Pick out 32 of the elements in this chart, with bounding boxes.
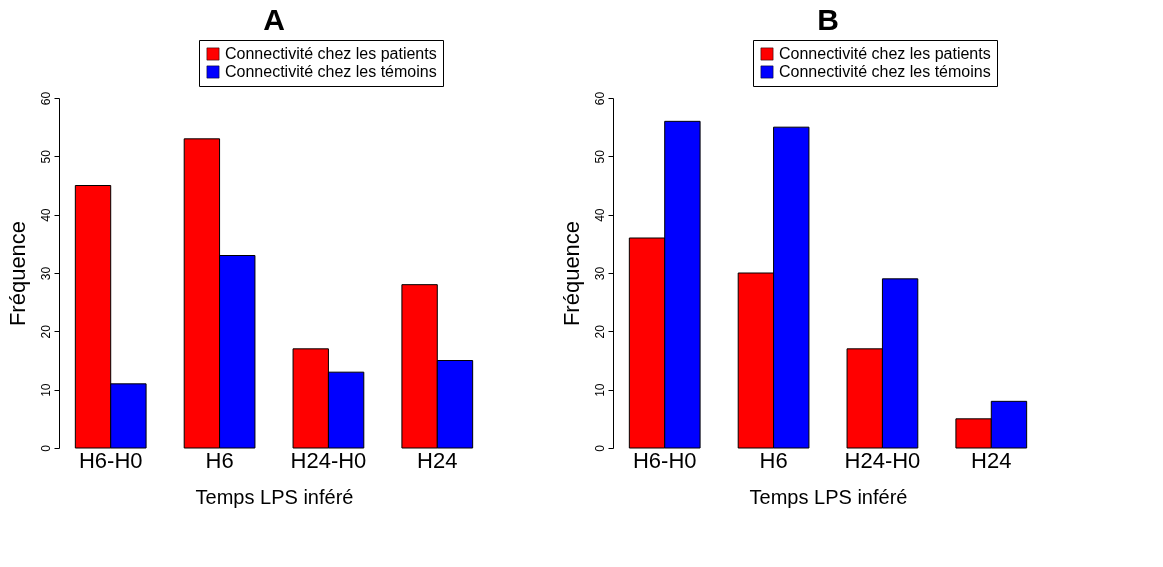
- x-tick-label: H6: [205, 447, 234, 473]
- y-tick-label: 20: [38, 324, 53, 339]
- x-tick-label: H24-H0: [290, 447, 367, 473]
- y-tick-label: 30: [38, 266, 53, 281]
- chart-title: A: [263, 2, 285, 36]
- y-tick-label: 10: [38, 383, 53, 397]
- y-tick-label: 50: [592, 149, 607, 164]
- legend-label: Connectivité chez les patients: [779, 45, 991, 62]
- y-tick-label: 40: [38, 208, 53, 222]
- x-tick-label: H6-H0: [78, 447, 143, 473]
- legend-label: Connectivité chez les témoins: [779, 63, 991, 80]
- x-tick-label: H24: [417, 447, 458, 473]
- y-tick-label: 10: [592, 383, 607, 397]
- y-axis-title: Fréquence: [4, 220, 30, 327]
- x-axis-title: Temps LPS inféré: [749, 485, 908, 508]
- x-tick-label: H24-H0: [844, 447, 921, 473]
- x-tick-label: H24: [971, 447, 1012, 473]
- y-tick-label: 60: [592, 91, 607, 106]
- y-tick-label: 30: [592, 266, 607, 281]
- legend-label: Connectivité chez les témoins: [225, 63, 437, 80]
- x-tick-label: H6: [759, 447, 788, 473]
- y-tick-label: 20: [592, 324, 607, 339]
- y-tick-label: 0: [592, 444, 607, 452]
- chart-title: B: [817, 2, 839, 36]
- legend-label: Connectivité chez les patients: [225, 45, 437, 62]
- y-tick-label: 40: [592, 208, 607, 222]
- y-tick-label: 0: [38, 444, 53, 452]
- x-axis-title: Temps LPS inféré: [195, 485, 354, 508]
- y-tick-label: 60: [38, 91, 53, 106]
- y-tick-label: 50: [38, 149, 53, 164]
- y-axis-title: Fréquence: [558, 220, 584, 327]
- x-tick-label: H6-H0: [632, 447, 697, 473]
